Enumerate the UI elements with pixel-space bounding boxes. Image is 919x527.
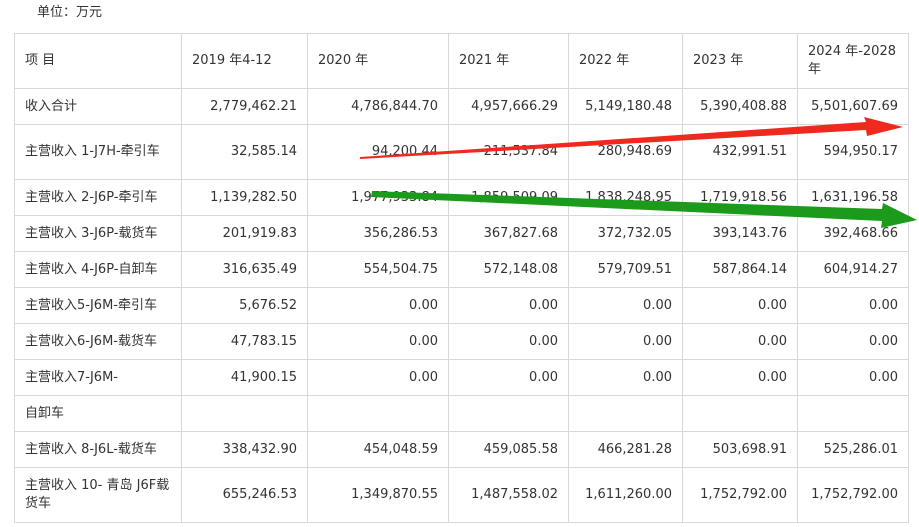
cell-value: 280,948.69 xyxy=(568,124,683,180)
cell-value: 4,786,844.70 xyxy=(307,88,449,125)
cell-value: 338,432.90 xyxy=(181,431,308,468)
cell-value: 503,698.91 xyxy=(682,431,798,468)
row-label: 主营收入 4-J6P-自卸车 xyxy=(14,251,182,288)
table-row: 收入合计 2,779,462.21 4,786,844.70 4,957,666… xyxy=(14,88,909,125)
row-label: 主营收入 3-J6P-载货车 xyxy=(14,215,182,252)
row-label: 主营收入 10- 青岛 J6F载货车 xyxy=(14,467,182,523)
cell-value: 5,149,180.48 xyxy=(568,88,683,125)
cell-value: 0.00 xyxy=(568,323,683,360)
cell-value: 5,501,607.69 xyxy=(797,88,909,125)
table-row: 主营收入5-J6M-牵引车 5,676.52 0.00 0.00 0.00 0.… xyxy=(14,287,909,324)
cell-value: 47,783.15 xyxy=(181,323,308,360)
row-label: 收入合计 xyxy=(14,88,182,125)
header-2024-2028: 2024 年-2028年 xyxy=(797,33,909,89)
header-2019: 2019 年4-12 xyxy=(181,33,308,89)
cell-value: 316,635.49 xyxy=(181,251,308,288)
row-label: 主营收入6-J6M-载货车 xyxy=(14,323,182,360)
cell-value: 594,950.17 xyxy=(797,124,909,180)
cell-value: 5,676.52 xyxy=(181,287,308,324)
cell-value: 0.00 xyxy=(682,287,798,324)
cell-value: 0.00 xyxy=(797,359,909,396)
cell-value: 0.00 xyxy=(797,323,909,360)
cell-value xyxy=(797,395,909,432)
cell-value: 0.00 xyxy=(307,287,449,324)
cell-value: 0.00 xyxy=(307,323,449,360)
cell-value: 454,048.59 xyxy=(307,431,449,468)
cell-value: 655,246.53 xyxy=(181,467,308,523)
cell-value: 432,991.51 xyxy=(682,124,798,180)
cell-value: 0.00 xyxy=(682,323,798,360)
row-label: 主营收入 8-J6L-载货车 xyxy=(14,431,182,468)
cell-value: 5,390,408.88 xyxy=(682,88,798,125)
table-row: 主营收入 10- 青岛 J6F载货车 655,246.53 1,349,870.… xyxy=(14,467,909,523)
cell-value: 579,709.51 xyxy=(568,251,683,288)
cell-value: 0.00 xyxy=(797,287,909,324)
row-label: 主营收入7-J6M- xyxy=(14,359,182,396)
cell-value xyxy=(448,395,569,432)
table-header-row: 项 目 2019 年4-12 2020 年 2021 年 2022 年 2023… xyxy=(14,33,909,89)
cell-value: 0.00 xyxy=(448,359,569,396)
cell-value: 1,752,792.00 xyxy=(682,467,798,523)
cell-value xyxy=(568,395,683,432)
cell-value: 1,859,509.09 xyxy=(448,179,569,216)
cell-value: 41,900.15 xyxy=(181,359,308,396)
cell-value: 201,919.83 xyxy=(181,215,308,252)
cell-value: 367,827.68 xyxy=(448,215,569,252)
table-row: 主营收入 1-J7H-牵引车 32,585.14 94,200.44 211,5… xyxy=(14,124,909,180)
cell-value: 0.00 xyxy=(568,359,683,396)
cell-value: 372,732.05 xyxy=(568,215,683,252)
unit-label: 单位：万元 xyxy=(37,5,103,20)
cell-value: 459,085.58 xyxy=(448,431,569,468)
row-label: 主营收入 2-J6P-牵引车 xyxy=(14,179,182,216)
revenue-table: 项 目 2019 年4-12 2020 年 2021 年 2022 年 2023… xyxy=(14,33,909,523)
table-row: 主营收入 2-J6P-牵引车 1,139,282.50 1,977,933.84… xyxy=(14,179,909,216)
header-item: 项 目 xyxy=(14,33,182,89)
table-row: 主营收入 3-J6P-载货车 201,919.83 356,286.53 367… xyxy=(14,215,909,252)
cell-value: 2,779,462.21 xyxy=(181,88,308,125)
cell-value: 211,537.84 xyxy=(448,124,569,180)
cell-value: 4,957,666.29 xyxy=(448,88,569,125)
cell-value: 0.00 xyxy=(448,287,569,324)
cell-value: 1,719,918.56 xyxy=(682,179,798,216)
table-row: 主营收入 4-J6P-自卸车 316,635.49 554,504.75 572… xyxy=(14,251,909,288)
cell-value: 1,487,558.02 xyxy=(448,467,569,523)
cell-value: 1,611,260.00 xyxy=(568,467,683,523)
cell-value: 572,148.08 xyxy=(448,251,569,288)
cell-value: 525,286.01 xyxy=(797,431,909,468)
cell-value: 1,631,196.58 xyxy=(797,179,909,216)
header-2022: 2022 年 xyxy=(568,33,683,89)
table-row: 主营收入6-J6M-载货车 47,783.15 0.00 0.00 0.00 0… xyxy=(14,323,909,360)
cell-value: 1,349,870.55 xyxy=(307,467,449,523)
table-row: 主营收入7-J6M- 41,900.15 0.00 0.00 0.00 0.00… xyxy=(14,359,909,396)
cell-value xyxy=(682,395,798,432)
cell-value: 1,752,792.00 xyxy=(797,467,909,523)
cell-value: 0.00 xyxy=(448,323,569,360)
cell-value: 1,139,282.50 xyxy=(181,179,308,216)
cell-value xyxy=(307,395,449,432)
cell-value: 604,914.27 xyxy=(797,251,909,288)
cell-value: 32,585.14 xyxy=(181,124,308,180)
cell-value: 1,977,933.84 xyxy=(307,179,449,216)
row-label: 主营收入5-J6M-牵引车 xyxy=(14,287,182,324)
cell-value: 466,281.28 xyxy=(568,431,683,468)
row-label: 自卸车 xyxy=(14,395,182,432)
table-row: 自卸车 xyxy=(14,395,909,432)
cell-value: 94,200.44 xyxy=(307,124,449,180)
table-row: 主营收入 8-J6L-载货车 338,432.90 454,048.59 459… xyxy=(14,431,909,468)
cell-value xyxy=(181,395,308,432)
header-2020: 2020 年 xyxy=(307,33,449,89)
row-label: 主营收入 1-J7H-牵引车 xyxy=(14,124,182,180)
cell-value: 392,468.66 xyxy=(797,215,909,252)
header-2021: 2021 年 xyxy=(448,33,569,89)
cell-value: 0.00 xyxy=(307,359,449,396)
cell-value: 393,143.76 xyxy=(682,215,798,252)
cell-value: 554,504.75 xyxy=(307,251,449,288)
cell-value: 1,838,248.95 xyxy=(568,179,683,216)
header-2023: 2023 年 xyxy=(682,33,798,89)
cell-value: 0.00 xyxy=(568,287,683,324)
cell-value: 587,864.14 xyxy=(682,251,798,288)
cell-value: 0.00 xyxy=(682,359,798,396)
cell-value: 356,286.53 xyxy=(307,215,449,252)
